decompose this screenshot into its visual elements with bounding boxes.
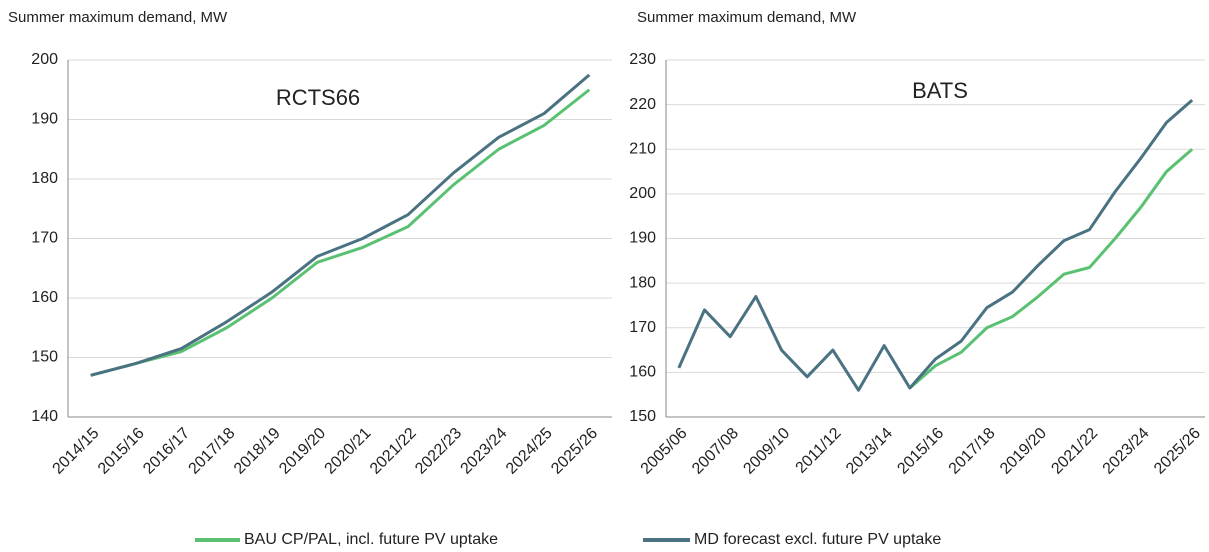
legend-label: MD forecast excl. future PV uptake: [694, 531, 941, 548]
x-tick-label: 2021/22: [1048, 425, 1101, 478]
y-tick-label: 160: [31, 289, 58, 306]
x-tick-label: 2023/24: [458, 425, 511, 478]
x-tick-label: 2020/21: [322, 425, 375, 478]
y-tick-label: 180: [31, 170, 58, 187]
x-tick-label: 2018/19: [231, 425, 284, 478]
y-tick-label: 200: [31, 51, 58, 68]
x-tick-label: 2015/16: [95, 425, 148, 478]
legend-label: BAU CP/PAL, incl. future PV uptake: [244, 531, 498, 548]
x-tick-label: 2022/23: [412, 425, 465, 478]
x-tick-label: 2016/17: [140, 425, 193, 478]
series-line: [90, 73, 591, 377]
x-tick-label: 2019/20: [997, 425, 1050, 478]
y-tick-label: 150: [629, 408, 656, 425]
x-tick-label: 2021/22: [367, 425, 420, 478]
y-tick-label: 200: [629, 185, 656, 202]
y-tick-label: 170: [629, 319, 656, 336]
y-axis-title: Summer maximum demand, MW: [637, 9, 857, 26]
x-tick-label: 2019/20: [276, 425, 329, 478]
x-tick-label: 2024/25: [503, 425, 556, 478]
series-line: [677, 99, 1194, 392]
y-tick-label: 140: [31, 408, 58, 425]
y-tick-label: 190: [629, 230, 656, 247]
y-tick-label: 230: [629, 51, 656, 68]
x-tick-label: 2017/18: [946, 425, 999, 478]
y-tick-label: 190: [31, 111, 58, 128]
x-tick-label: 2007/08: [689, 425, 742, 478]
x-tick-label: 2014/15: [50, 425, 103, 478]
y-tick-label: 210: [629, 140, 656, 157]
y-tick-label: 170: [31, 230, 58, 247]
y-tick-label: 220: [629, 96, 656, 113]
annotation: RCTS66: [276, 85, 360, 110]
y-tick-label: 160: [629, 364, 656, 381]
x-tick-label: 2025/26: [1151, 425, 1204, 478]
x-tick-label: 2005/06: [638, 425, 691, 478]
x-tick-label: 2025/26: [548, 425, 601, 478]
y-tick-label: 150: [31, 349, 58, 366]
y-tick-label: 180: [629, 274, 656, 291]
series-line: [908, 148, 1194, 390]
x-tick-label: 2017/18: [186, 425, 239, 478]
y-axis-title: Summer maximum demand, MW: [8, 9, 228, 26]
series-line: [90, 88, 591, 377]
x-tick-label: 2015/16: [894, 425, 947, 478]
x-tick-label: 2009/10: [740, 425, 793, 478]
x-tick-label: 2013/14: [843, 425, 896, 478]
x-tick-label: 2011/12: [793, 425, 845, 477]
annotation: BATS: [912, 78, 968, 103]
x-tick-label: 2023/24: [1100, 425, 1153, 478]
